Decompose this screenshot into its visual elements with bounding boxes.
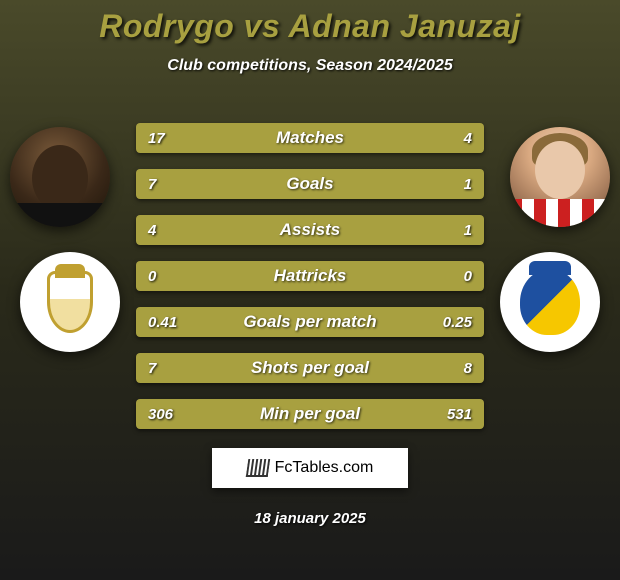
fctables-chart-icon [245, 459, 270, 477]
page-title: Rodrygo vs Adnan Januzaj [0, 8, 620, 45]
las-palmas-crest-icon [520, 269, 580, 335]
stat-bars: 17 Matches 4 7 Goals 1 4 Assists 1 0 Hat… [136, 123, 484, 445]
footer-brand-badge: FcTables.com [212, 448, 408, 488]
stat-label: Hattricks [136, 261, 484, 291]
stat-value-right: 1 [464, 215, 472, 245]
stat-value-left: 7 [148, 353, 156, 383]
stat-row-goals: 7 Goals 1 [136, 169, 484, 199]
stat-value-left: 0 [148, 261, 156, 291]
player-left-avatar [10, 127, 110, 227]
stat-label: Assists [136, 215, 484, 245]
stat-label: Matches [136, 123, 484, 153]
subtitle: Club competitions, Season 2024/2025 [0, 57, 620, 75]
stat-value-right: 0.25 [443, 307, 472, 337]
stat-value-left: 0.41 [148, 307, 177, 337]
stat-value-right: 8 [464, 353, 472, 383]
stat-label: Goals [136, 169, 484, 199]
footer-brand-text: FcTables.com [275, 459, 374, 477]
stat-value-right: 531 [447, 399, 472, 429]
stat-row-goals-per-match: 0.41 Goals per match 0.25 [136, 307, 484, 337]
stat-value-left: 7 [148, 169, 156, 199]
real-madrid-crest-icon [47, 271, 93, 333]
stat-label: Shots per goal [136, 353, 484, 383]
stat-value-left: 306 [148, 399, 173, 429]
club-right-badge [500, 252, 600, 352]
stat-value-right: 4 [464, 123, 472, 153]
stat-value-right: 1 [464, 169, 472, 199]
stat-row-assists: 4 Assists 1 [136, 215, 484, 245]
stat-row-shots-per-goal: 7 Shots per goal 8 [136, 353, 484, 383]
comparison-card: Rodrygo vs Adnan Januzaj Club competitio… [0, 0, 620, 580]
player-right-avatar [510, 127, 610, 227]
date-text: 18 january 2025 [0, 510, 620, 527]
stat-row-hattricks: 0 Hattricks 0 [136, 261, 484, 291]
stat-value-right: 0 [464, 261, 472, 291]
stat-value-left: 17 [148, 123, 165, 153]
stat-row-min-per-goal: 306 Min per goal 531 [136, 399, 484, 429]
stat-value-left: 4 [148, 215, 156, 245]
club-left-badge [20, 252, 120, 352]
stat-label: Goals per match [136, 307, 484, 337]
stat-label: Min per goal [136, 399, 484, 429]
stat-row-matches: 17 Matches 4 [136, 123, 484, 153]
